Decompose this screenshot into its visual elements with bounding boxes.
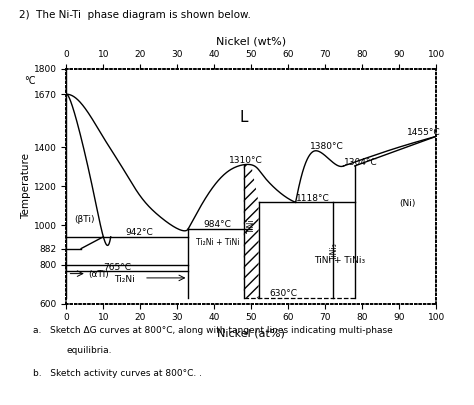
Text: Ti₂Ni: Ti₂Ni — [114, 275, 135, 284]
Text: TiNi + TiNi₃: TiNi + TiNi₃ — [314, 256, 365, 264]
Text: (Ni): (Ni) — [399, 199, 416, 208]
Text: 1304°C: 1304°C — [344, 158, 377, 167]
Text: 1380°C: 1380°C — [310, 143, 344, 151]
Text: 1118°C: 1118°C — [296, 194, 329, 203]
Text: b.   Sketch activity curves at 800°C. .: b. Sketch activity curves at 800°C. . — [33, 369, 202, 377]
Text: Ti₂Ni + TiNi: Ti₂Ni + TiNi — [196, 238, 239, 247]
Text: L: L — [239, 110, 248, 125]
Text: 1310°C: 1310°C — [229, 156, 263, 165]
Text: 630°C: 630°C — [270, 289, 298, 298]
Text: °C: °C — [24, 77, 35, 86]
Y-axis label: Temperature: Temperature — [21, 153, 31, 219]
X-axis label: Nickel (wt%): Nickel (wt%) — [216, 36, 286, 47]
Text: 942°C: 942°C — [126, 228, 153, 237]
Text: a.   Sketch ΔG curves at 800°C, along with tangent lines indicating multi-phase: a. Sketch ΔG curves at 800°C, along with… — [33, 326, 393, 335]
Text: 984°C: 984°C — [203, 220, 231, 229]
Text: (αTi): (αTi) — [88, 270, 109, 279]
Text: 1455°C: 1455°C — [407, 128, 440, 137]
Text: TiNi: TiNi — [247, 218, 255, 233]
X-axis label: Nickel (at%): Nickel (at%) — [217, 328, 285, 338]
Text: 2)  The Ni-Ti  phase diagram is shown below.: 2) The Ni-Ti phase diagram is shown belo… — [19, 10, 251, 20]
Text: equilibria.: equilibria. — [66, 346, 112, 355]
Text: TiNi₃: TiNi₃ — [330, 242, 339, 260]
Text: 765°C: 765°C — [103, 263, 131, 272]
Text: (βTi): (βTi) — [74, 215, 94, 224]
